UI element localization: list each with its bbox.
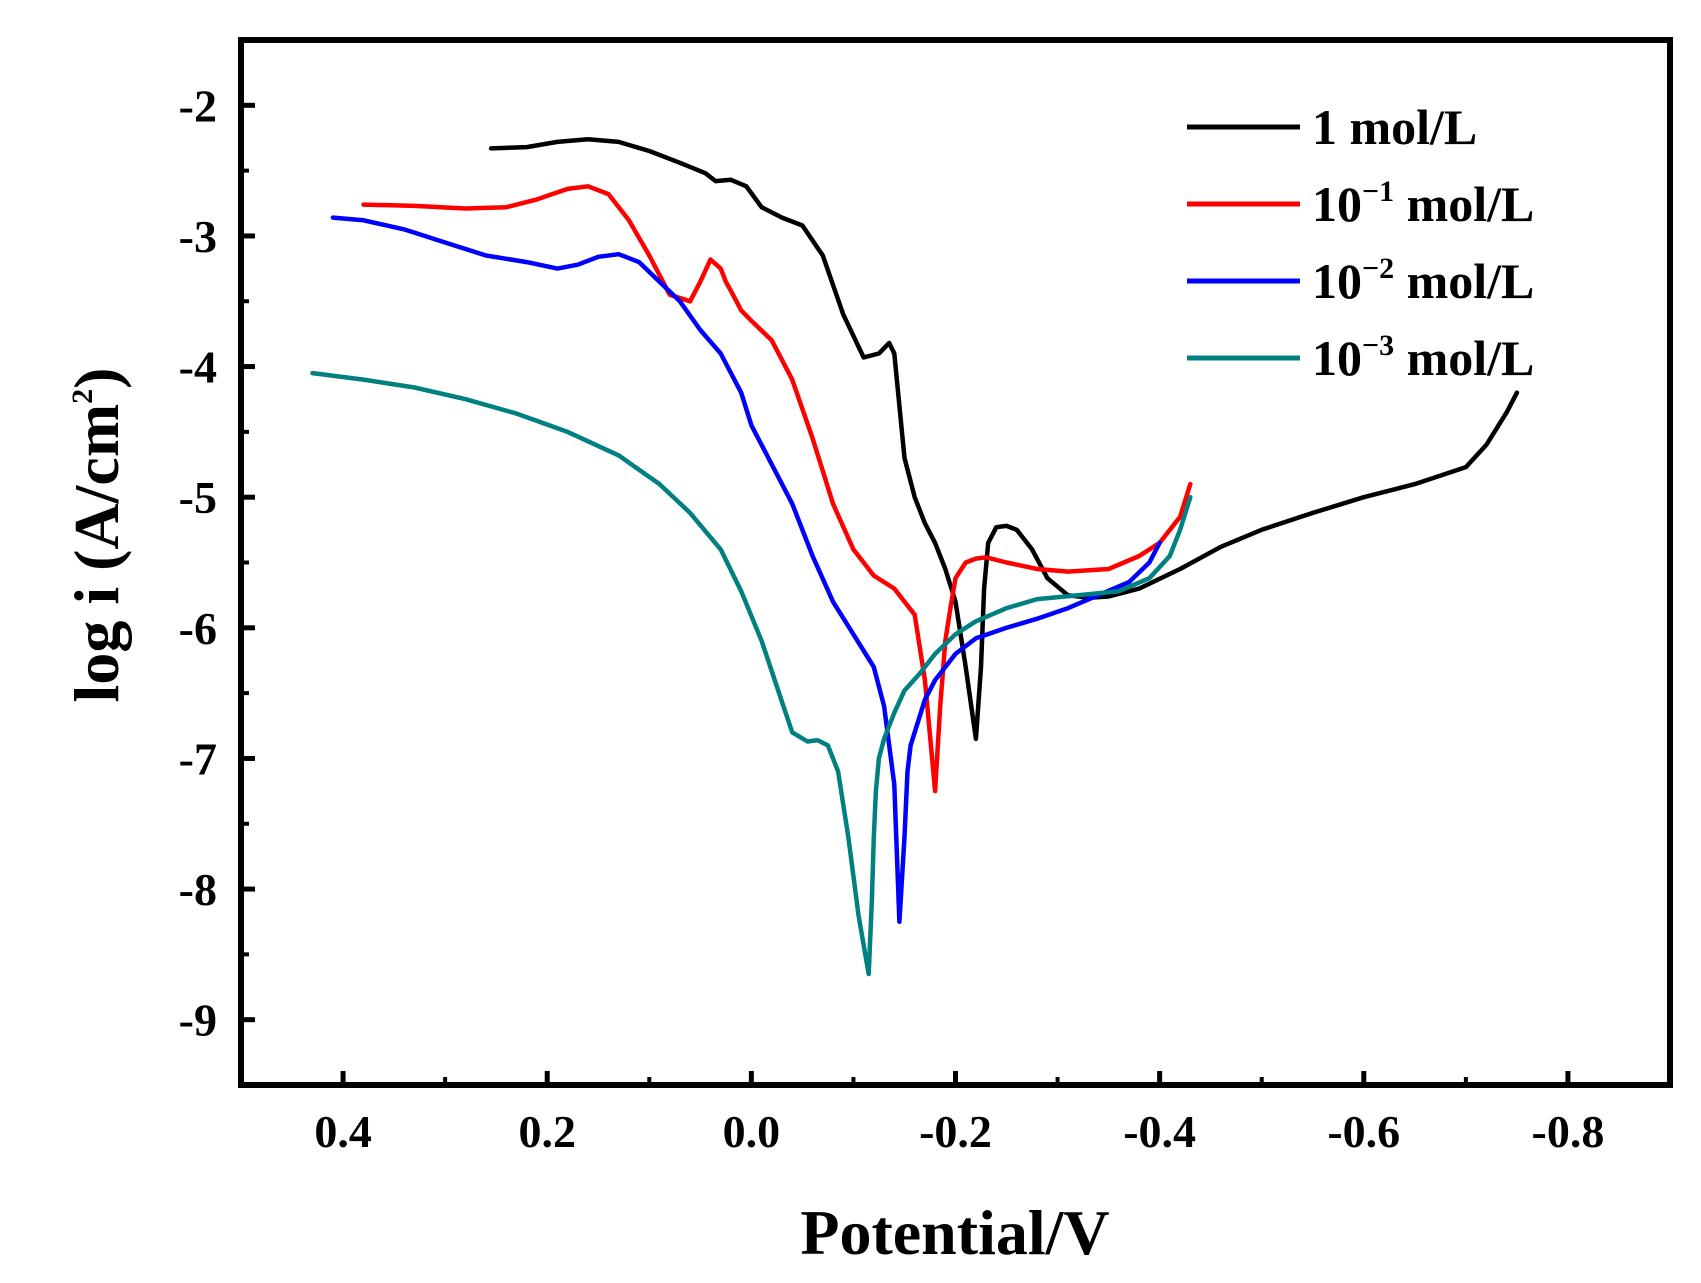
legend-label-2: 10−2 mol/L — [1312, 252, 1534, 309]
legend-label-sup: −1 — [1362, 175, 1394, 208]
x-tick-label: -0.6 — [1327, 1106, 1400, 1157]
series-line-2 — [330, 215, 1162, 924]
legend-label-tail: mol/L — [1394, 330, 1534, 386]
x-tick-label: 0.0 — [723, 1106, 781, 1157]
series-line-1 — [361, 184, 1193, 794]
y-tick-label: -7 — [179, 733, 217, 784]
y-axis-title-close: ) — [61, 368, 132, 389]
legend-label-tail: mol/L — [1394, 176, 1534, 232]
y-axis-title-main: log i (A/cm — [61, 404, 132, 703]
y-tick-label: -6 — [179, 603, 217, 654]
legend-label-base: 10 — [1312, 253, 1362, 309]
legend: 1 mol/L10−1 mol/L10−2 mol/L10−3 mol/L — [1187, 99, 1534, 386]
legend-label-tail: mol/L — [1394, 253, 1534, 309]
x-tick-label: 0.4 — [314, 1106, 372, 1157]
legend-label-base: 10 — [1312, 176, 1362, 232]
y-axis-title: log i (A/cm2) — [61, 368, 132, 703]
legend-label-base: 10 — [1312, 330, 1362, 386]
series-line-0 — [488, 137, 1520, 742]
legend-label-sup: −2 — [1362, 252, 1394, 285]
series-line-3 — [310, 370, 1193, 977]
y-tick-label: -5 — [179, 472, 217, 523]
y-tick-label: -9 — [179, 995, 217, 1046]
y-axis-title-sup: 2 — [66, 389, 99, 404]
legend-label-3: 10−3 mol/L — [1312, 329, 1534, 386]
x-tick-label: 0.2 — [518, 1106, 576, 1157]
legend-label-1: 10−1 mol/L — [1312, 175, 1534, 232]
x-tick-label: -0.8 — [1532, 1106, 1605, 1157]
axis-layer: 0.4 0.2 0.0 -0.2 -0.4 -0.6 -0.8 -2 -3 -4 -5 -6 -7 -8 -… — [179, 37, 1673, 1157]
x-axis-title: Potential/V — [800, 1197, 1109, 1268]
legend-label-0: 1 mol/L — [1312, 99, 1477, 155]
x-tick-label: -0.4 — [1123, 1106, 1196, 1157]
y-tick-label: -2 — [179, 80, 217, 131]
y-tick-label: -3 — [179, 211, 217, 262]
x-tick-label: -0.2 — [919, 1106, 992, 1157]
y-tick-label: -4 — [179, 342, 217, 393]
legend-label-base: 1 mol/L — [1312, 99, 1477, 155]
legend-label-sup: −3 — [1362, 329, 1394, 362]
series-layer — [310, 137, 1520, 977]
y-tick-label: -8 — [179, 864, 217, 915]
